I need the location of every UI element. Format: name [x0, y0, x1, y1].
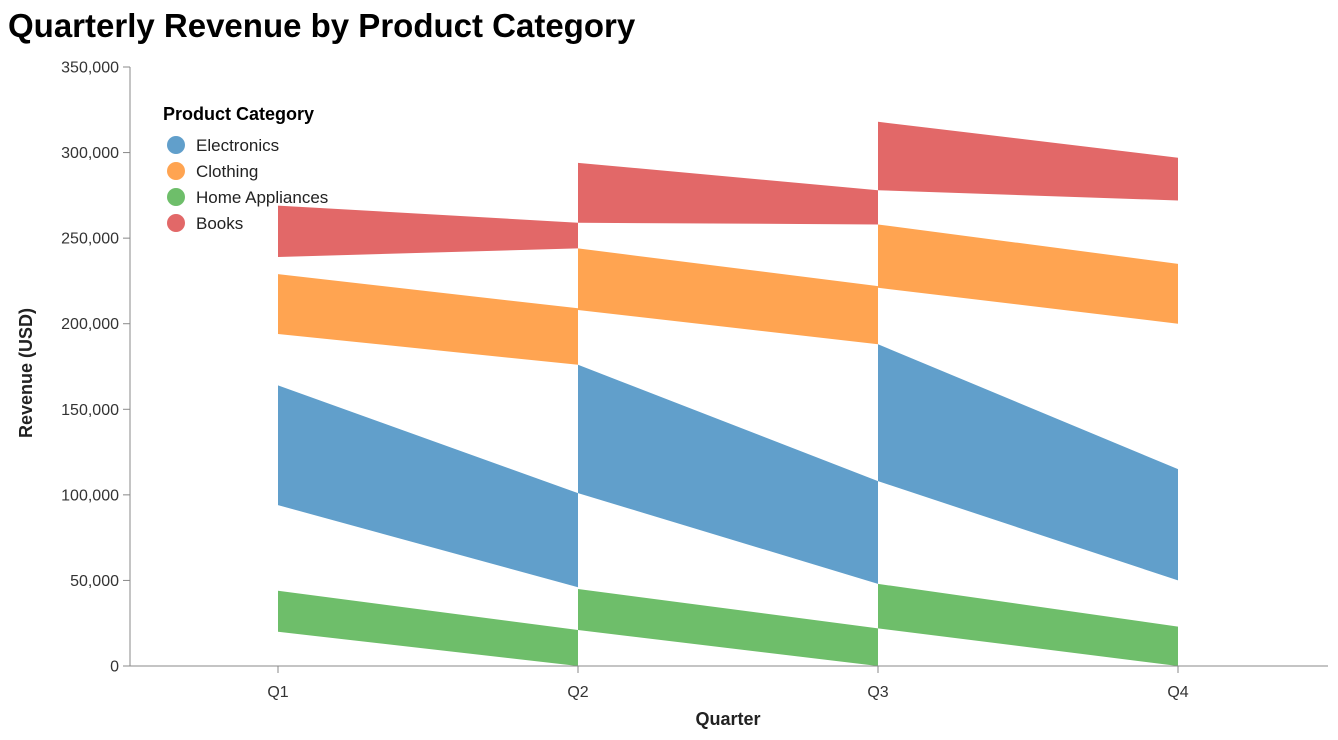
area-segment [578, 588, 878, 666]
x-tick-label: Q4 [1167, 684, 1188, 701]
area-segment [578, 248, 878, 345]
area-segment [878, 344, 1178, 581]
legend-label: Home Appliances [196, 188, 328, 207]
legend: Product Category Electronics Clothing Home… [163, 104, 328, 233]
y-tick-label: 150,000 [61, 402, 119, 419]
area-segment [578, 364, 878, 584]
chart-title: Quarterly Revenue by Product Category [8, 7, 636, 44]
legend-label: Books [196, 214, 243, 233]
legend-swatch [167, 188, 185, 206]
x-tick-label: Q3 [867, 684, 888, 701]
series-electronics [278, 344, 1178, 588]
y-tick-label: 100,000 [61, 487, 119, 504]
area-marks [278, 121, 1178, 666]
area-segment [278, 590, 578, 666]
area-segment [278, 385, 578, 588]
y-tick-label: 0 [110, 659, 119, 676]
series-clothing [278, 224, 1178, 365]
y-tick-label: 200,000 [61, 316, 119, 333]
legend-swatch [167, 162, 185, 180]
y-tick-label: 50,000 [70, 573, 119, 590]
legend-swatch [167, 136, 185, 154]
y-tick-label: 300,000 [61, 145, 119, 162]
legend-swatch [167, 214, 185, 232]
legend-label: Clothing [196, 162, 258, 181]
area-segment [878, 583, 1178, 666]
x-tick-label: Q2 [567, 684, 588, 701]
x-tick-label: Q1 [267, 684, 288, 701]
y-tick-label: 350,000 [61, 60, 119, 77]
series-home-appliances [278, 583, 1178, 666]
area-segment [878, 121, 1178, 201]
x-axis: Q1 Q2 Q3 Q4 [130, 665, 1328, 701]
legend-label: Electronics [196, 136, 279, 155]
area-segment [278, 205, 578, 257]
y-tick-label: 250,000 [61, 231, 119, 248]
area-segment [878, 224, 1178, 324]
y-axis: 0 50,000 100,000 150,000 200,000 250,000 300,0… [61, 60, 131, 676]
area-segment [278, 274, 578, 365]
x-axis-title: Quarter [695, 709, 760, 729]
series-books [278, 121, 1178, 257]
legend-title: Product Category [163, 104, 314, 124]
area-segment [578, 162, 878, 225]
y-axis-title: Revenue (USD) [16, 308, 36, 438]
